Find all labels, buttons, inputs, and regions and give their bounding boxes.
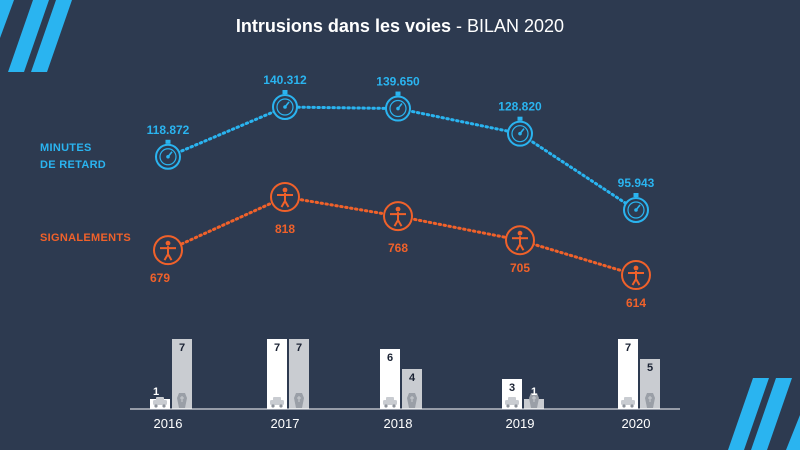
title-separator: - xyxy=(451,16,467,36)
page-title: Intrusions dans les voies - BILAN 2020 xyxy=(0,16,800,37)
bar-car-value: 7 xyxy=(274,342,280,354)
coffin-icon xyxy=(294,393,304,408)
stopwatch-icon xyxy=(272,90,298,120)
bar-car xyxy=(267,339,287,409)
x-tick-label: 2017 xyxy=(271,416,300,431)
minutes-line xyxy=(166,105,638,212)
bar-car-value: 1 xyxy=(153,386,159,398)
signalements-data-label: 705 xyxy=(510,261,530,275)
minutes-data-label: 128.820 xyxy=(498,100,542,114)
bar-coffin-value: 5 xyxy=(647,362,653,374)
person-icon xyxy=(153,235,183,266)
stopwatch-icon xyxy=(623,193,649,223)
minutes-data-label: 95.943 xyxy=(618,176,655,190)
x-tick-label: 2018 xyxy=(384,416,413,431)
bar-coffin-value: 7 xyxy=(296,342,302,354)
person-icon xyxy=(505,225,535,256)
person-icon xyxy=(621,260,651,290)
car-icon xyxy=(505,397,519,408)
car-icon xyxy=(621,397,635,408)
signalements-data-label: 768 xyxy=(388,241,408,255)
bar-car xyxy=(618,339,638,409)
minutes-data-label: 140.312 xyxy=(263,73,307,87)
person-icon xyxy=(270,182,300,212)
person-icon xyxy=(383,201,413,232)
series-label-minutes: MINUTES DE RETARD xyxy=(40,140,150,174)
coffin-icon xyxy=(645,393,655,408)
x-tick-label: 2019 xyxy=(506,416,535,431)
car-icon xyxy=(153,397,167,408)
stopwatch-icon xyxy=(155,139,181,170)
bar-coffin xyxy=(402,369,422,409)
signalements-line xyxy=(166,195,638,277)
title-subtitle: BILAN 2020 xyxy=(467,16,565,36)
bar-car xyxy=(380,349,400,409)
bar-coffin-value: 1 xyxy=(531,386,537,398)
stopwatch-icon xyxy=(385,91,411,122)
x-tick-label: 2016 xyxy=(154,416,183,431)
signalements-data-label: 679 xyxy=(150,271,170,285)
slash-decoration-top-left xyxy=(0,0,72,72)
car-icon xyxy=(270,397,284,408)
minutes-data-label: 139.650 xyxy=(376,75,420,89)
bar-coffin-value: 7 xyxy=(179,342,185,354)
coffin-icon xyxy=(529,393,539,408)
bar-car-value: 3 xyxy=(509,382,515,394)
series-label-signalements: SIGNALEMENTS xyxy=(40,232,131,244)
bar-car-value: 7 xyxy=(625,342,631,354)
signalements-data-label: 818 xyxy=(275,222,295,236)
series-label-minutes-line1: MINUTES xyxy=(40,142,92,154)
bar-coffin xyxy=(172,339,192,409)
bar-coffin-value: 4 xyxy=(409,372,416,384)
minutes-data-label: 118.872 xyxy=(147,123,190,137)
series-label-minutes-line2: DE RETARD xyxy=(40,159,107,171)
coffin-icon xyxy=(177,393,187,408)
title-main: Intrusions dans les voies xyxy=(235,16,451,36)
bar-coffin xyxy=(640,359,660,409)
slash-decoration-bottom-right xyxy=(728,378,800,450)
car-icon xyxy=(383,397,397,408)
bar-car-value: 6 xyxy=(387,352,393,364)
signalements-data-label: 614 xyxy=(626,296,646,310)
bar-coffin xyxy=(289,339,309,409)
x-tick-label: 2020 xyxy=(622,416,651,431)
stopwatch-icon xyxy=(507,116,533,147)
coffin-icon xyxy=(407,393,417,408)
